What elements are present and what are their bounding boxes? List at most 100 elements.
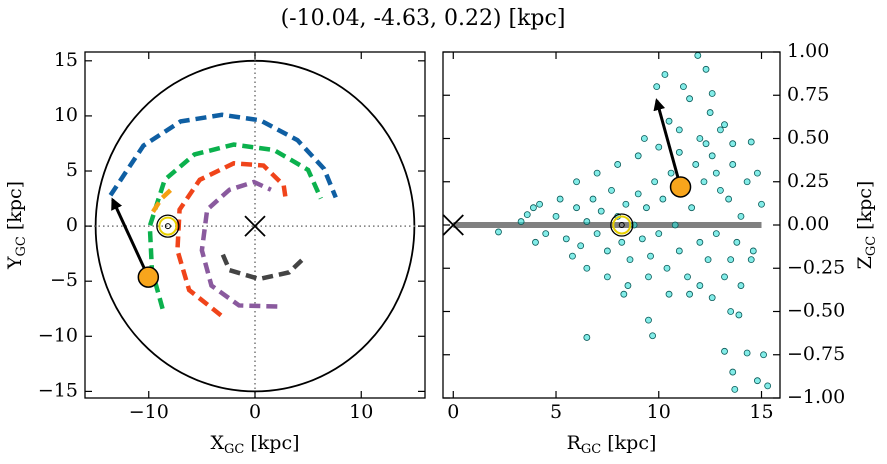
cluster-point xyxy=(597,207,605,215)
cluster-point xyxy=(747,138,755,146)
cluster-point xyxy=(614,161,622,168)
y-tick-label: 0.00 xyxy=(787,213,829,235)
y-tick-label: −0.50 xyxy=(787,300,845,322)
cluster-point xyxy=(647,252,654,260)
cluster-point xyxy=(542,230,550,238)
cluster-point xyxy=(556,195,564,203)
cluster-point xyxy=(569,252,576,260)
cluster-point xyxy=(661,71,669,78)
cluster-point xyxy=(640,135,648,142)
cluster-point xyxy=(552,212,560,220)
motion-arrow xyxy=(111,197,150,278)
cluster-point xyxy=(536,200,543,208)
cluster-point xyxy=(643,204,650,212)
cluster-point xyxy=(622,200,630,208)
cross-marker xyxy=(443,214,464,236)
sun-marker xyxy=(610,213,634,237)
cluster-point xyxy=(721,347,728,355)
cluster-point xyxy=(634,190,642,198)
y-tick-label: −15 xyxy=(38,379,78,401)
cluster-point xyxy=(749,247,757,255)
cluster-point xyxy=(667,169,675,177)
cluster-point xyxy=(694,52,702,59)
x-tick-label: 0 xyxy=(249,401,261,423)
spiral-arm xyxy=(218,249,304,282)
cluster-point xyxy=(645,316,652,324)
cluster-point xyxy=(624,282,632,289)
cluster-point xyxy=(680,83,687,90)
cluster-point xyxy=(618,238,626,246)
y-tick-label: 15 xyxy=(54,49,78,71)
cluster-point xyxy=(743,178,751,186)
cluster-point xyxy=(638,235,646,243)
y-tick-label: 1.00 xyxy=(787,40,829,62)
cluster-point xyxy=(517,218,525,225)
cluster-point xyxy=(495,228,502,236)
cluster-point xyxy=(747,256,755,264)
sun-ring xyxy=(158,216,178,236)
cluster-point xyxy=(608,186,615,194)
axis-label: ZGC [kpc] xyxy=(854,181,879,270)
cluster-point xyxy=(645,273,652,281)
x-tick-label: 5 xyxy=(550,401,562,423)
axis-label-sub: GC xyxy=(224,442,244,457)
cluster-point xyxy=(717,186,724,194)
axis-label: RGC [kpc] xyxy=(567,432,657,457)
cluster-point xyxy=(593,230,601,238)
cluster-point xyxy=(696,238,704,246)
cluster-point xyxy=(696,135,704,142)
cluster-point xyxy=(735,311,743,319)
spiral-arm xyxy=(175,161,289,318)
cluster-point xyxy=(717,126,724,134)
y-tick-label: −0.25 xyxy=(787,256,845,278)
cluster-point xyxy=(659,195,667,203)
cluster-point xyxy=(708,90,716,97)
cluster-point xyxy=(706,109,714,116)
y-tick-label: 0.25 xyxy=(787,170,829,192)
y-tick-label: 5 xyxy=(66,159,78,181)
axis-label-main: Z xyxy=(854,256,876,269)
cluster-point xyxy=(675,126,683,134)
x-tick-label: −10 xyxy=(129,401,169,423)
cluster-point xyxy=(530,204,537,212)
x-tick-label: 10 xyxy=(647,401,671,423)
cluster-point xyxy=(603,273,611,281)
cluster-point xyxy=(731,385,739,393)
cluster-point xyxy=(649,332,656,340)
cluster-point xyxy=(712,169,720,177)
sun-ring xyxy=(612,215,632,235)
cluster-point xyxy=(651,178,659,186)
axis-label-unit: [kpc] xyxy=(250,432,299,454)
cluster-point xyxy=(702,140,710,148)
cluster-point xyxy=(733,238,741,246)
cluster-point xyxy=(577,242,585,250)
spiral-arm xyxy=(147,142,323,310)
cluster-point xyxy=(532,238,539,246)
spiral-arm xyxy=(199,179,278,309)
x-tick-label: 15 xyxy=(749,401,773,423)
cluster-point xyxy=(583,264,591,272)
cluster-point xyxy=(620,290,628,298)
cluster-point xyxy=(737,282,745,289)
axis-label-unit: [kpc] xyxy=(4,181,26,230)
y-tick-label: 10 xyxy=(54,104,78,126)
cluster-point xyxy=(671,221,679,229)
y-tick-label: 0.50 xyxy=(787,127,829,149)
cluster-point xyxy=(593,169,601,177)
cluster-point xyxy=(696,282,704,289)
cluster-point xyxy=(753,169,761,177)
cluster-point xyxy=(729,161,737,168)
cluster-point xyxy=(704,256,712,264)
cluster-point xyxy=(721,273,728,281)
cluster-point xyxy=(562,235,570,243)
cluster-point xyxy=(684,273,691,281)
plot-area xyxy=(443,52,772,393)
cluster-point xyxy=(708,152,716,160)
cluster-point xyxy=(758,200,765,208)
cluster-point xyxy=(729,140,737,148)
cluster-point xyxy=(675,247,683,255)
cluster-point xyxy=(634,152,642,160)
cluster-point xyxy=(688,204,696,212)
y-tick-label: −5 xyxy=(50,269,78,291)
cluster-point xyxy=(764,382,772,390)
